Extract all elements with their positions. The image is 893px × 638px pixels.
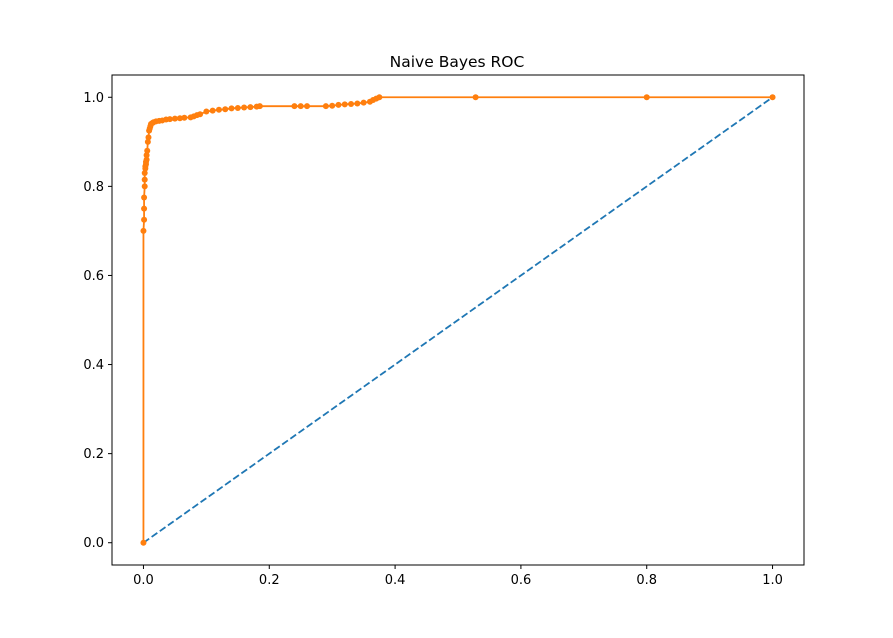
roc-point bbox=[354, 100, 361, 107]
plot-area bbox=[140, 94, 776, 546]
roc-point bbox=[166, 116, 173, 123]
roc-point bbox=[144, 138, 151, 145]
roc-point bbox=[241, 104, 248, 111]
roc-point bbox=[203, 108, 210, 115]
roc-point bbox=[291, 103, 298, 110]
roc-point bbox=[141, 176, 148, 183]
roc-point bbox=[176, 115, 183, 122]
x-tick-label: 0.8 bbox=[636, 573, 657, 588]
roc-point bbox=[145, 134, 152, 141]
roc-point bbox=[140, 227, 147, 234]
x-tick-label: 1.0 bbox=[762, 573, 783, 588]
y-tick-label: 1.0 bbox=[83, 91, 104, 106]
roc-point bbox=[181, 114, 188, 121]
roc-point bbox=[297, 103, 304, 110]
y-tick-label: 0.6 bbox=[83, 269, 104, 284]
roc-point bbox=[215, 106, 222, 113]
baseline-line bbox=[142, 96, 774, 544]
y-tick-label: 0.4 bbox=[83, 358, 104, 373]
x-tick-label: 0.0 bbox=[133, 573, 154, 588]
roc-point bbox=[197, 111, 204, 118]
roc-point bbox=[256, 103, 263, 110]
roc-point bbox=[341, 101, 348, 108]
roc-point bbox=[141, 216, 148, 223]
roc-point bbox=[141, 194, 148, 201]
roc-point bbox=[769, 94, 776, 101]
axes-frame bbox=[111, 74, 805, 566]
x-tick-label: 0.4 bbox=[385, 573, 406, 588]
y-tick-label: 0.0 bbox=[83, 536, 104, 551]
roc-point bbox=[643, 94, 650, 101]
roc-point bbox=[209, 107, 216, 114]
chart-title: Naive Bayes ROC bbox=[390, 53, 525, 71]
roc-point bbox=[143, 152, 150, 159]
roc-point bbox=[222, 106, 229, 113]
roc-point bbox=[141, 170, 148, 176]
roc-point bbox=[234, 104, 241, 111]
roc-point bbox=[348, 100, 355, 107]
roc-point bbox=[141, 205, 148, 212]
roc-point bbox=[472, 94, 479, 101]
roc-point bbox=[360, 99, 367, 106]
roc-point bbox=[144, 147, 151, 154]
x-tick-label: 0.6 bbox=[511, 573, 532, 588]
roc-point bbox=[376, 94, 383, 101]
axes: 0.0 0.2 0.4 0.6 0.8 1.0 0.0 0.2 0.4 0.6 0.8 1.0 bbox=[83, 74, 805, 588]
roc-point bbox=[322, 103, 329, 110]
roc-point bbox=[143, 156, 150, 163]
y-tick-label: 0.2 bbox=[83, 447, 104, 462]
roc-point bbox=[329, 102, 336, 109]
roc-point bbox=[304, 103, 311, 110]
x-tick-label: 0.2 bbox=[259, 573, 280, 588]
roc-point bbox=[140, 539, 147, 546]
roc-point bbox=[335, 101, 342, 108]
y-tick-label: 0.8 bbox=[83, 180, 104, 195]
roc-point bbox=[228, 105, 235, 112]
roc-point bbox=[247, 104, 254, 111]
roc-point bbox=[141, 183, 148, 190]
roc-point bbox=[171, 115, 178, 122]
